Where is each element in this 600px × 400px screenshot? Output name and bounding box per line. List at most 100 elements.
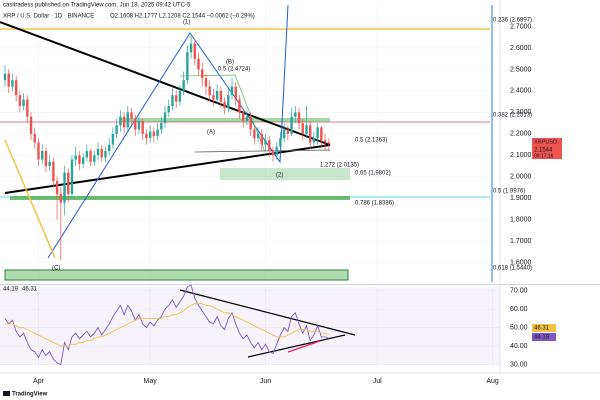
rsi-tag-label: 44.19	[534, 335, 550, 341]
candle-body	[108, 144, 111, 152]
fib-label: 0.618 (1.5440)	[493, 266, 532, 272]
y-tick-label: 2.3000	[510, 109, 532, 116]
candle-body	[316, 127, 319, 139]
candle-body	[111, 133, 115, 145]
candle-body	[264, 140, 267, 145]
y-tick-label: 1.7000	[510, 238, 532, 245]
rsi-tag	[532, 333, 556, 341]
candle-body	[156, 129, 159, 136]
candle-body	[137, 120, 141, 130]
candle-body	[141, 120, 144, 134]
fib-label: 0.236 (2.6897)	[493, 18, 532, 24]
candle-body	[148, 131, 152, 139]
candle-body	[130, 112, 133, 119]
candle-body	[256, 133, 260, 139]
candle-body	[52, 161, 55, 182]
candle-body	[215, 90, 219, 100]
symbol-line: XRP / U.S. Dollar · 1D · BINANCE	[3, 14, 94, 20]
y-tick-label: 2.6000	[510, 45, 532, 52]
fib-label: 0.5 (2.4724)	[218, 67, 250, 73]
series-line	[4, 303, 329, 347]
candle-body	[297, 112, 301, 124]
candle-body	[100, 148, 103, 158]
candle-body	[37, 142, 40, 160]
symbol-tag	[532, 138, 562, 146]
candle-body	[44, 151, 48, 167]
candle-body	[163, 112, 167, 124]
logo-icon	[3, 391, 10, 396]
candle-body	[238, 99, 241, 113]
candle-body	[201, 69, 204, 79]
candle-body	[178, 90, 182, 102]
x-tick-label: Apr	[33, 378, 45, 385]
rsi-band	[0, 287, 500, 365]
candle-body	[26, 99, 29, 117]
wave-line	[4, 139, 56, 259]
candle-body	[167, 105, 170, 113]
candle-body	[241, 112, 245, 121]
countdown: 09:17:16	[534, 153, 554, 159]
candle-body	[208, 86, 211, 96]
trendline	[0, 21, 331, 146]
candle-body	[245, 116, 249, 121]
candle-body	[7, 73, 10, 87]
y-tick-label: 2.0000	[510, 174, 532, 181]
rsi-arrow	[287, 340, 321, 353]
ma-value: 46.31	[22, 287, 38, 293]
candle-body	[249, 116, 252, 130]
candle-body	[119, 116, 122, 126]
y-tick-label: 60.00	[510, 306, 528, 313]
fib-label: 0.5 (1.9976)	[493, 189, 525, 195]
candle-body	[85, 151, 89, 158]
zone	[10, 196, 350, 200]
wave-label: (1)	[183, 20, 190, 26]
x-tick-label: Aug	[486, 378, 499, 385]
candle-body	[33, 133, 36, 143]
candle-body	[327, 142, 330, 144]
trendline	[194, 149, 331, 153]
wave-label: (2)	[276, 173, 283, 179]
candle-body	[78, 155, 81, 164]
wave-label: (C)	[52, 266, 60, 272]
candle-body	[197, 58, 200, 70]
candle-body	[70, 159, 74, 194]
candle-body	[290, 116, 293, 134]
candle-body	[323, 140, 327, 143]
candle-body	[212, 95, 215, 100]
x-tick-label: Jul	[373, 378, 382, 385]
y-tick-label: 1.9000	[510, 195, 532, 202]
zone	[120, 118, 330, 122]
drawings	[0, 0, 600, 375]
candle-body	[122, 116, 126, 128]
wave-label: (B)	[226, 60, 234, 66]
fib-label: 0.382 (2.2513)	[493, 113, 532, 119]
ma-tag	[532, 324, 556, 332]
marks	[3, 35, 330, 366]
fib-label: 0.65 (1.9802)	[355, 171, 391, 177]
candle-body	[275, 146, 278, 156]
rsi-trendline	[247, 334, 346, 358]
candle-body	[227, 95, 230, 109]
candle-body	[230, 86, 234, 96]
candle-body	[89, 151, 92, 162]
wave-lines	[179, 74, 266, 153]
zone	[220, 168, 350, 180]
candle-body	[59, 193, 63, 203]
publisher: casitradess published on TradingView.com…	[3, 3, 191, 9]
candle-body	[174, 95, 178, 102]
candle-body	[271, 151, 275, 156]
rsi-trendline	[179, 289, 356, 336]
candle-body	[18, 95, 22, 106]
ohlc: O2.1608 H2.1777 L2.1208 C2.1544 −0.0062 …	[110, 14, 255, 20]
footer-logo: TradingView	[12, 392, 48, 398]
wave-label: (A)	[207, 130, 215, 136]
y-tick-label: 50.00	[510, 324, 528, 331]
ma-tag-label: 46.31	[534, 326, 550, 332]
symbol-tag-label: XRPUSD	[534, 139, 557, 145]
y-tick-label: 40.00	[510, 343, 528, 350]
candle-body	[282, 129, 286, 139]
candle-body	[145, 133, 148, 139]
candle-body	[189, 43, 193, 53]
y-tick-label: 30.00	[510, 361, 528, 368]
candle-body	[11, 80, 14, 87]
